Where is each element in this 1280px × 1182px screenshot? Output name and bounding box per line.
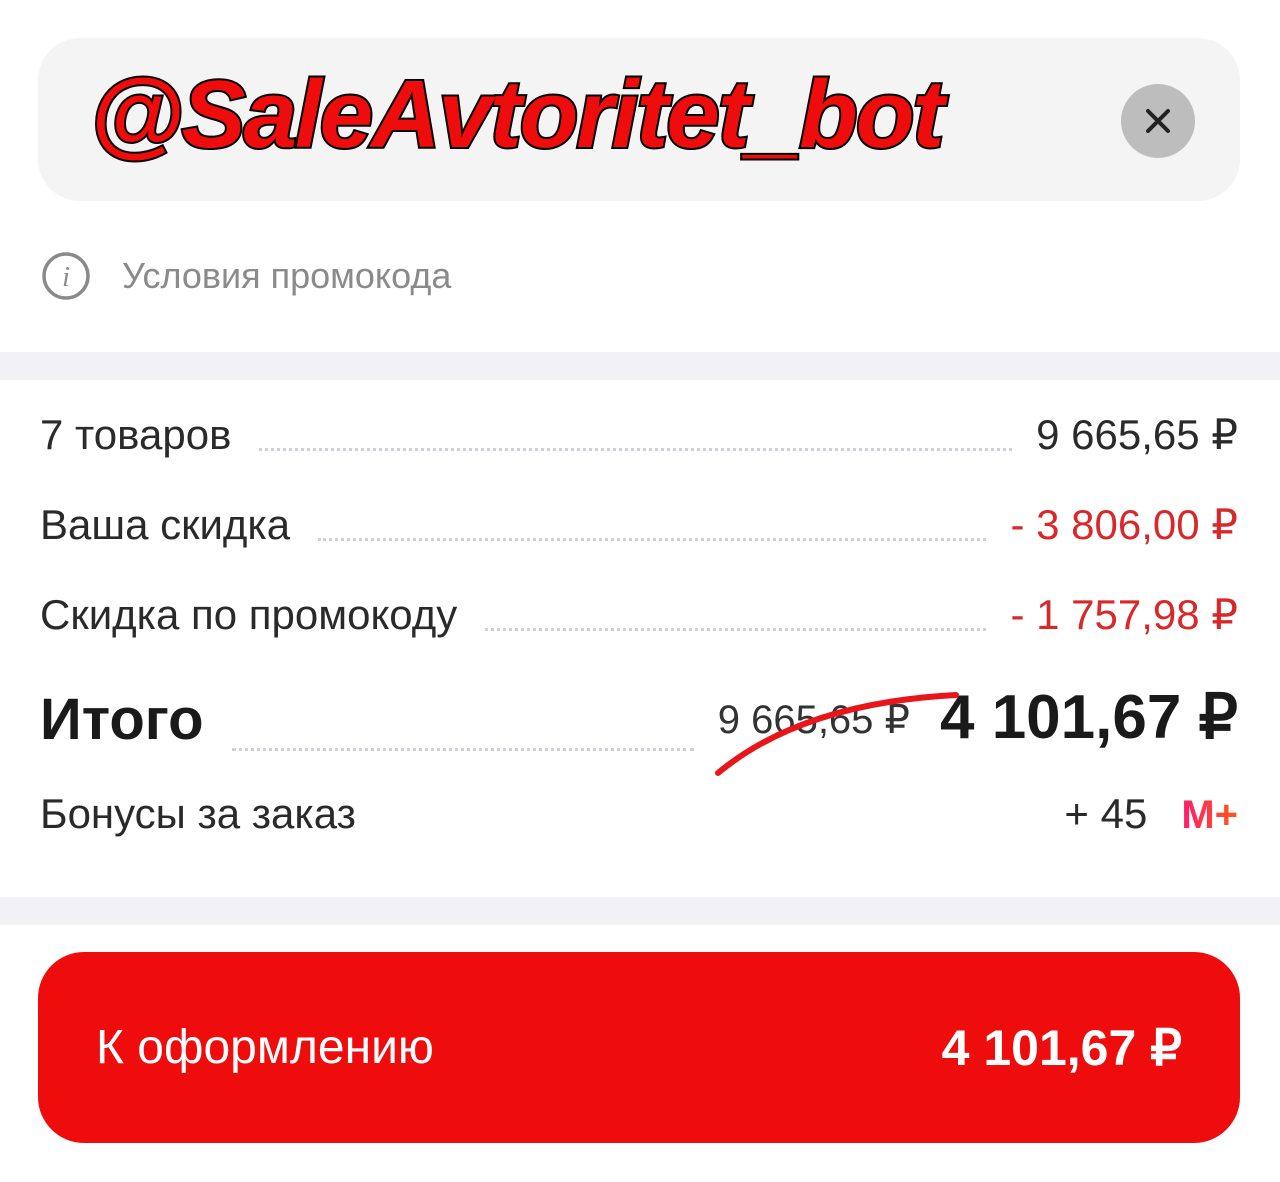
summary-row-promo-discount: Скидка по промокоду - 1 757,98 ₽ (40, 590, 1238, 639)
old-total-value: 9 665,65 ₽ (714, 692, 959, 776)
divider (0, 352, 1280, 380)
promo-code-input[interactable]: @SaleAvtoritet_bot (38, 38, 1240, 201)
dotted-leader (231, 748, 694, 751)
dotted-leader (485, 628, 987, 631)
checkout-total: 4 101,67 ₽ (941, 1019, 1182, 1076)
items-label: 7 товаров (40, 411, 232, 458)
clear-promo-button[interactable] (1121, 84, 1195, 158)
discount-label: Ваша скидка (40, 501, 291, 548)
bonus-label: Бонусы за заказ (40, 790, 356, 837)
summary-row-bonus: Бонусы за заказ + 45 M+ (40, 790, 1238, 838)
total-value: 4 101,67 ₽ (939, 683, 1238, 752)
dotted-leader (259, 448, 1013, 451)
checkout-button[interactable]: К оформлению 4 101,67 ₽ (38, 952, 1240, 1143)
checkout-label: К оформлению (96, 1021, 434, 1074)
strike-mark (714, 692, 959, 776)
discount-value: - 3 806,00 ₽ (1010, 501, 1238, 548)
bonus-value: + 45 (1064, 790, 1148, 837)
svg-text:i: i (62, 262, 70, 293)
promo-discount-label: Скидка по промокоду (40, 591, 458, 638)
dotted-leader (318, 538, 987, 541)
promo-discount-value: - 1 757,98 ₽ (1010, 591, 1238, 638)
mplus-badge-icon: M+ (1181, 793, 1238, 837)
summary-row-total: Итого 9 665,65 ₽ 4 101,67 ₽ (40, 680, 1238, 776)
close-icon (1146, 109, 1170, 133)
promo-code-value: @SaleAvtoritet_bot (88, 59, 946, 170)
promo-conditions-label: Условия промокода (122, 255, 452, 296)
promo-conditions-link[interactable]: i Условия промокода (40, 250, 451, 302)
summary-row-items: 7 товаров 9 665,65 ₽ (40, 410, 1238, 459)
total-label: Итого (40, 687, 204, 752)
divider (0, 897, 1280, 925)
info-icon: i (42, 252, 90, 300)
summary-row-discount: Ваша скидка - 3 806,00 ₽ (40, 500, 1238, 549)
items-value: 9 665,65 ₽ (1036, 411, 1238, 458)
